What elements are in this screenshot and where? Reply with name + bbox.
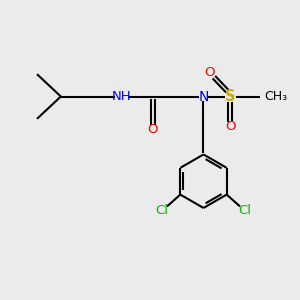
- Text: O: O: [148, 123, 158, 136]
- Text: CH₃: CH₃: [264, 90, 288, 103]
- Text: N: N: [198, 89, 209, 103]
- Text: Cl: Cl: [238, 203, 252, 217]
- Text: O: O: [225, 120, 236, 133]
- Text: NH: NH: [112, 90, 132, 103]
- Text: Cl: Cl: [155, 203, 168, 217]
- Text: S: S: [225, 89, 236, 104]
- Text: O: O: [204, 66, 215, 79]
